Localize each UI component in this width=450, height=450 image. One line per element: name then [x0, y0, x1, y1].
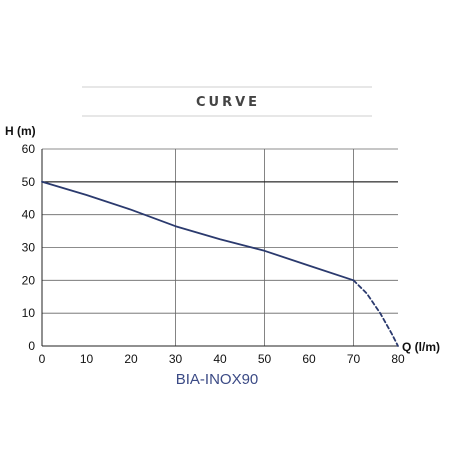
y-tick-label: 0 — [28, 339, 35, 353]
y-tick-label: 10 — [22, 306, 36, 320]
grid — [41, 148, 398, 347]
x-axis-title: Q (l/m) — [402, 340, 440, 354]
y-tick-label: 60 — [22, 142, 36, 156]
y-tick-label: 40 — [22, 208, 36, 222]
x-tick-label: 30 — [169, 352, 183, 366]
series-label: BIA-INOX90 — [176, 371, 259, 388]
tick-labels: 0 10 20 30 40 50 60 70 80 0 10 20 30 40 50 60 — [22, 142, 405, 366]
x-tick-label: 50 — [258, 352, 272, 366]
x-tick-label: 40 — [213, 352, 227, 366]
y-tick-label: 50 — [22, 175, 36, 189]
section-heading: CURVE — [196, 95, 260, 110]
y-tick-label: 30 — [22, 241, 36, 255]
series-line — [41, 180, 355, 282]
x-tick-label: 60 — [302, 352, 316, 366]
series — [41, 180, 399, 347]
x-tick-label: 0 — [39, 352, 46, 366]
x-tick-label: 80 — [391, 352, 405, 366]
x-tick-label: 20 — [124, 352, 138, 366]
series-line-dashed — [352, 279, 399, 347]
y-axis-title: H (m) — [5, 124, 36, 138]
y-tick-label: 20 — [22, 273, 36, 287]
x-tick-label: 70 — [347, 352, 361, 366]
x-tick-label: 10 — [80, 352, 94, 366]
